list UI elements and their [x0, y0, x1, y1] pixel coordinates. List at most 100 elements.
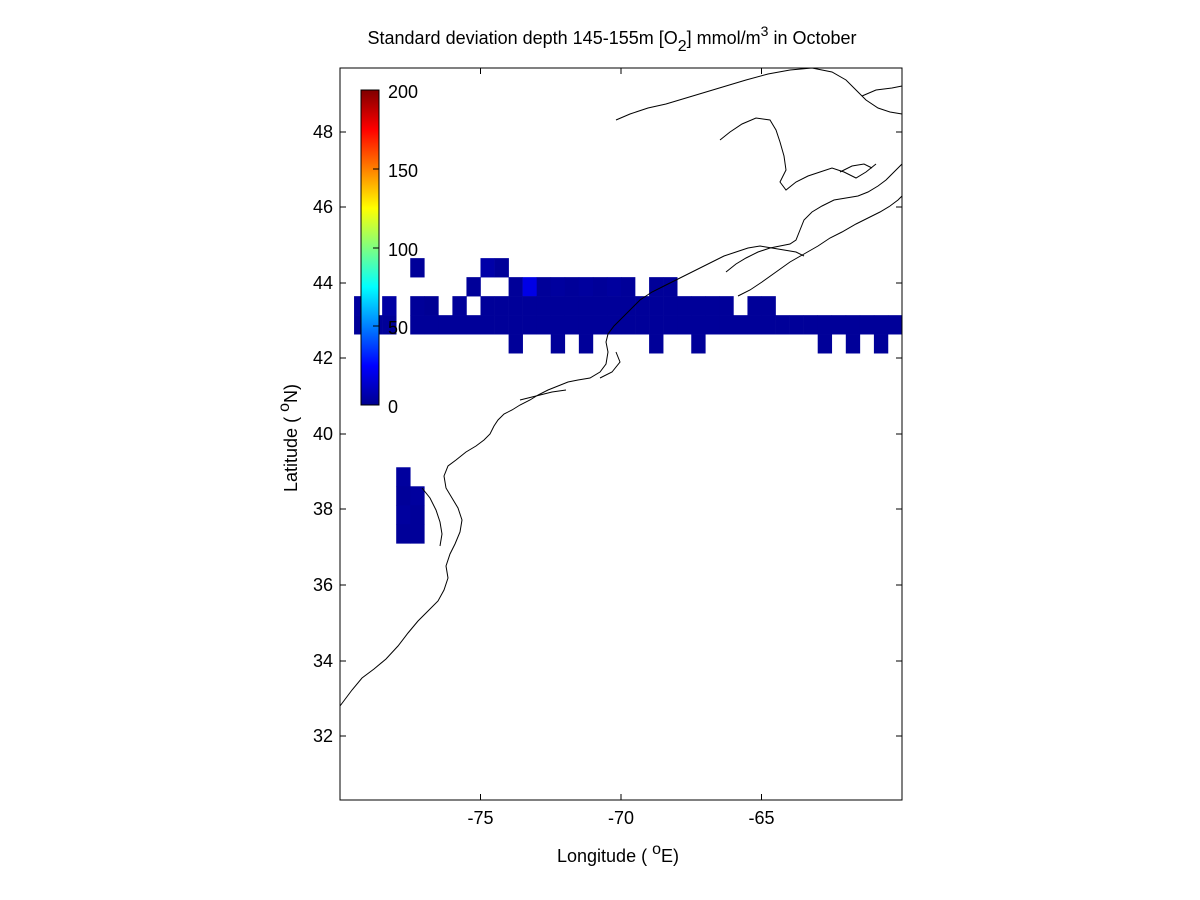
- colorbar-tick-label: 100: [388, 240, 418, 260]
- coastline-bay-of-fundy: [725, 163, 903, 273]
- coastline-long-island: [519, 389, 567, 401]
- grid-cell: [663, 277, 678, 297]
- y-tick-label: 42: [313, 348, 333, 368]
- y-axis: 32 34 36 38 40 42 44 46 48: [313, 122, 902, 746]
- grid-cell: [550, 296, 566, 316]
- grid-cell: [536, 315, 552, 335]
- coastline-east-coast: [339, 245, 805, 707]
- x-label-text: Longitude (: [557, 846, 652, 866]
- coastline-cape-cod: [599, 351, 621, 379]
- y-tick-label: 46: [313, 197, 333, 217]
- grid-cell: [719, 315, 734, 335]
- colorbar-tick-label: 200: [388, 82, 418, 102]
- grid-cell: [606, 277, 622, 297]
- coastline-anticosti: [861, 85, 903, 97]
- grid-cell: [705, 296, 720, 316]
- grid-cell: [550, 315, 566, 335]
- grid-cell: [621, 277, 636, 297]
- grid-cell: [677, 315, 692, 335]
- grid-cell: [494, 258, 509, 278]
- y-axis-label: Latitude ( oN): [276, 384, 301, 492]
- colorbar-tick-label: 150: [388, 161, 418, 181]
- coastline-st-lawrence-north: [615, 67, 903, 121]
- grid-cell: [761, 315, 776, 335]
- grid-cell: [691, 334, 706, 354]
- grid-cell: [438, 315, 453, 335]
- grid-cell: [508, 296, 523, 316]
- grid-cell: [564, 277, 580, 297]
- grid-cell: [410, 258, 425, 278]
- grid-cell: [873, 315, 889, 335]
- grid-cell: [859, 315, 875, 335]
- grid-cell: [410, 486, 425, 506]
- grid-cell: [747, 315, 762, 335]
- coastline-st-lawrence-south: [719, 117, 877, 191]
- grid-cell: [550, 277, 566, 297]
- grid-cell: [649, 296, 664, 316]
- grid-cell: [494, 315, 509, 335]
- x-tick-label: -70: [608, 808, 634, 828]
- colorbar-tick-label: 0: [388, 397, 398, 417]
- x-axis: -75 -70 -65: [467, 68, 775, 828]
- coastline-pei: [839, 163, 873, 173]
- grid-cell: [592, 296, 608, 316]
- grid-cell: [522, 296, 537, 316]
- x-tick-label: -75: [467, 808, 493, 828]
- grid-cell: [578, 334, 594, 354]
- grid-cell: [887, 315, 903, 335]
- grid-cell: [578, 315, 594, 335]
- y-label-superscript: o: [276, 403, 293, 412]
- x-tick-label: -65: [748, 808, 774, 828]
- grid-cell: [719, 296, 734, 316]
- grid-cell: [466, 277, 481, 297]
- grid-cell: [817, 315, 833, 335]
- x-label-superscript: o: [652, 841, 661, 858]
- y-tick-label: 48: [313, 122, 333, 142]
- colorbar-tick-label: 50: [388, 318, 408, 338]
- grid-cell: [663, 296, 678, 316]
- grid-cell: [410, 505, 425, 525]
- grid-cell: [564, 315, 580, 335]
- grid-cell: [621, 296, 636, 316]
- colorbar: 0 50 100 150 200: [360, 82, 418, 417]
- grid-cell: [592, 277, 608, 297]
- grid-cell: [396, 524, 411, 544]
- grid-cell: [550, 334, 566, 354]
- y-tick-label: 36: [313, 575, 333, 595]
- grid-cell: [691, 296, 706, 316]
- grid-cell: [606, 315, 622, 335]
- grid-cell: [606, 296, 622, 316]
- y-label-text: Latitude (: [281, 412, 301, 492]
- grid-cell: [761, 296, 776, 316]
- grid-cell: [831, 315, 847, 335]
- y-tick-label: 38: [313, 499, 333, 519]
- grid-cell: [396, 467, 411, 487]
- coastline-nova-scotia: [737, 195, 903, 297]
- grid-cell: [382, 296, 397, 316]
- grid-cell: [635, 315, 650, 335]
- grid-cell: [424, 315, 439, 335]
- grid-cell: [494, 296, 509, 316]
- grid-cell: [677, 296, 692, 316]
- grid-cell: [691, 315, 706, 335]
- grid-cell: [382, 315, 397, 335]
- grid-cell: [466, 315, 481, 335]
- title-subscript: 2: [678, 38, 687, 55]
- title-superscript: 3: [761, 23, 769, 39]
- grid-cell: [410, 315, 425, 335]
- grid-cell: [522, 315, 537, 335]
- coastline-delmarva: [421, 487, 443, 547]
- grid-cell: [845, 334, 861, 354]
- grid-cell: [410, 296, 425, 316]
- y-tick-label: 34: [313, 651, 333, 671]
- grid-cell: [396, 505, 411, 525]
- grid-cell: [522, 277, 537, 297]
- grid-cell: [873, 334, 889, 354]
- grid-cell: [803, 315, 818, 335]
- grid-cell: [789, 315, 804, 335]
- grid-cell: [564, 296, 580, 316]
- title-text: Standard deviation depth 145-155m [O: [368, 28, 678, 48]
- grid-cell: [663, 315, 678, 335]
- x-axis-label: Longitude ( oE): [557, 841, 679, 866]
